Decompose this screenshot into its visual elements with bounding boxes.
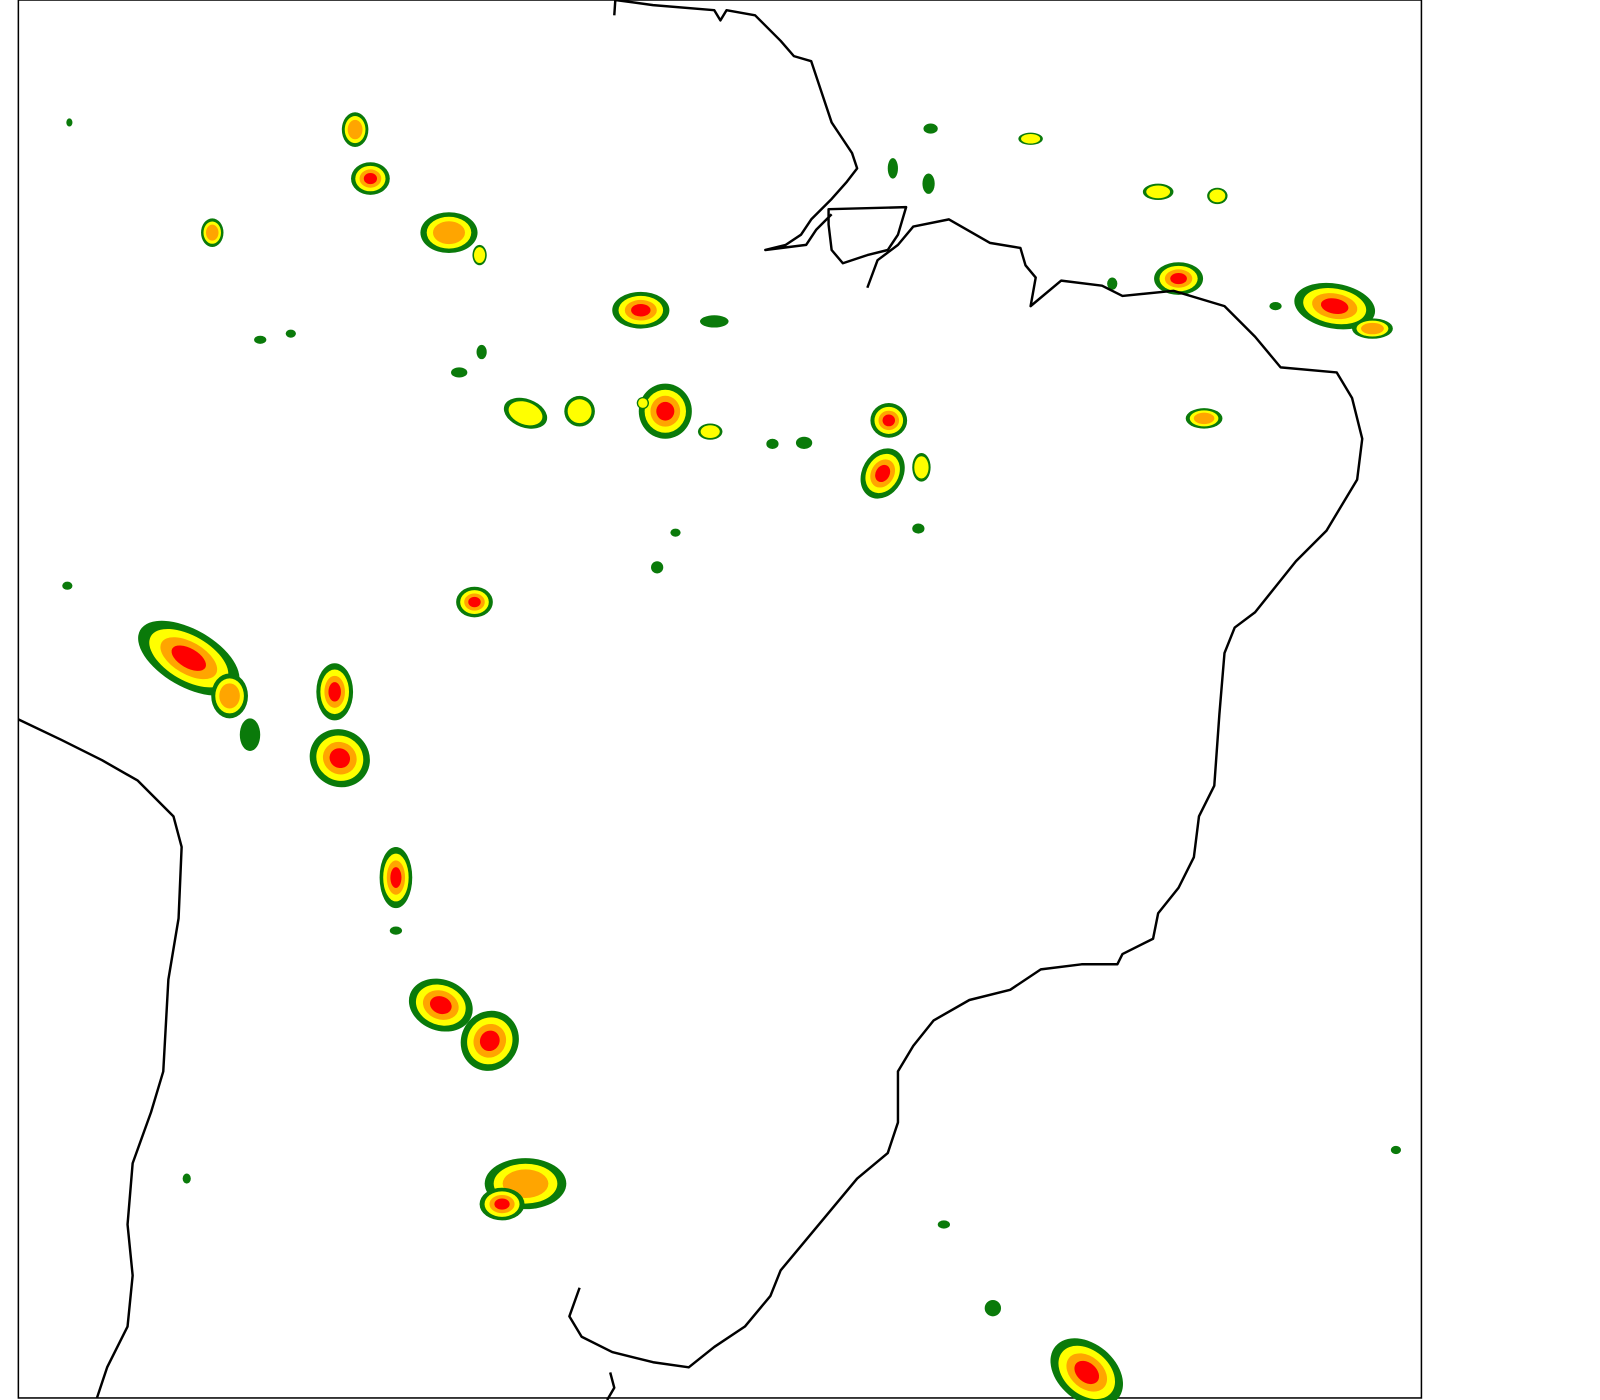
precipitation-cell [239,718,261,752]
precipitation-cell [219,683,240,709]
precipitation-cell [479,1030,500,1052]
precipitation-cell [285,329,296,338]
precipitation-cell [1320,298,1349,315]
precipitation-cell [882,414,896,427]
precipitation-cell [1074,1360,1100,1385]
precipitation-cell [182,1173,191,1184]
precipitation-cell [912,523,925,534]
precipitation-cell [390,867,402,888]
precipitation-cell [984,1300,1002,1317]
precipitation-cell [205,224,219,241]
coastline [568,218,1364,1369]
precipitation-cell [429,996,452,1015]
precipitation-cell [1193,412,1215,425]
precipitation-cell [1269,302,1282,311]
precipitation-cell [670,528,681,537]
precipitation-cell [700,315,729,328]
precipitation-cell [329,748,351,769]
precipitation-cell [347,119,363,140]
precipitation-cell [66,118,73,127]
precipitation-cell [474,247,486,264]
precipitation-cell [508,401,543,426]
precipitation-cell [656,401,675,421]
precipitation-cell [1361,322,1384,335]
island-coastline [827,205,908,265]
coastline [613,0,859,252]
precipitation-cell [254,335,267,344]
precipitation-cell [923,123,938,134]
precipitation-cell [389,926,403,935]
precipitation-cell [638,398,648,408]
coastline [17,718,183,1399]
precipitation-cell [476,344,487,360]
precipitation-cell [494,1198,510,1210]
precipitation-cell [937,1220,950,1229]
precipitation-cell [567,399,592,424]
precipitation-cell [1021,134,1041,144]
precipitation-cell [887,158,898,179]
precipitation-cell [171,645,206,671]
precipitation-cell [62,581,73,590]
precipitation-cell [1146,185,1171,199]
precipitation-cell [328,682,341,702]
precipitation-cell [700,425,720,439]
precipitation-cell [1209,189,1226,203]
precipitation-cell [922,173,935,194]
precipitation-cell [432,221,465,245]
precipitation-cell [1107,277,1118,290]
precipitation-cell [875,464,891,483]
precipitation-cell [363,173,378,185]
precipitation-cell [631,303,651,317]
precipitation-cell [651,561,664,574]
precipitation-cell [795,436,813,449]
precipitation-cell [914,456,929,479]
map-frame [17,0,1423,1399]
precipitation-cell [451,367,468,378]
precipitation-cell [766,438,779,449]
precipitation-cell [468,596,481,608]
coastline [606,1372,616,1400]
precipitation-layer [62,112,1402,1400]
precipitation-cell [1170,273,1187,285]
precipitation-cell [1390,1145,1402,1155]
